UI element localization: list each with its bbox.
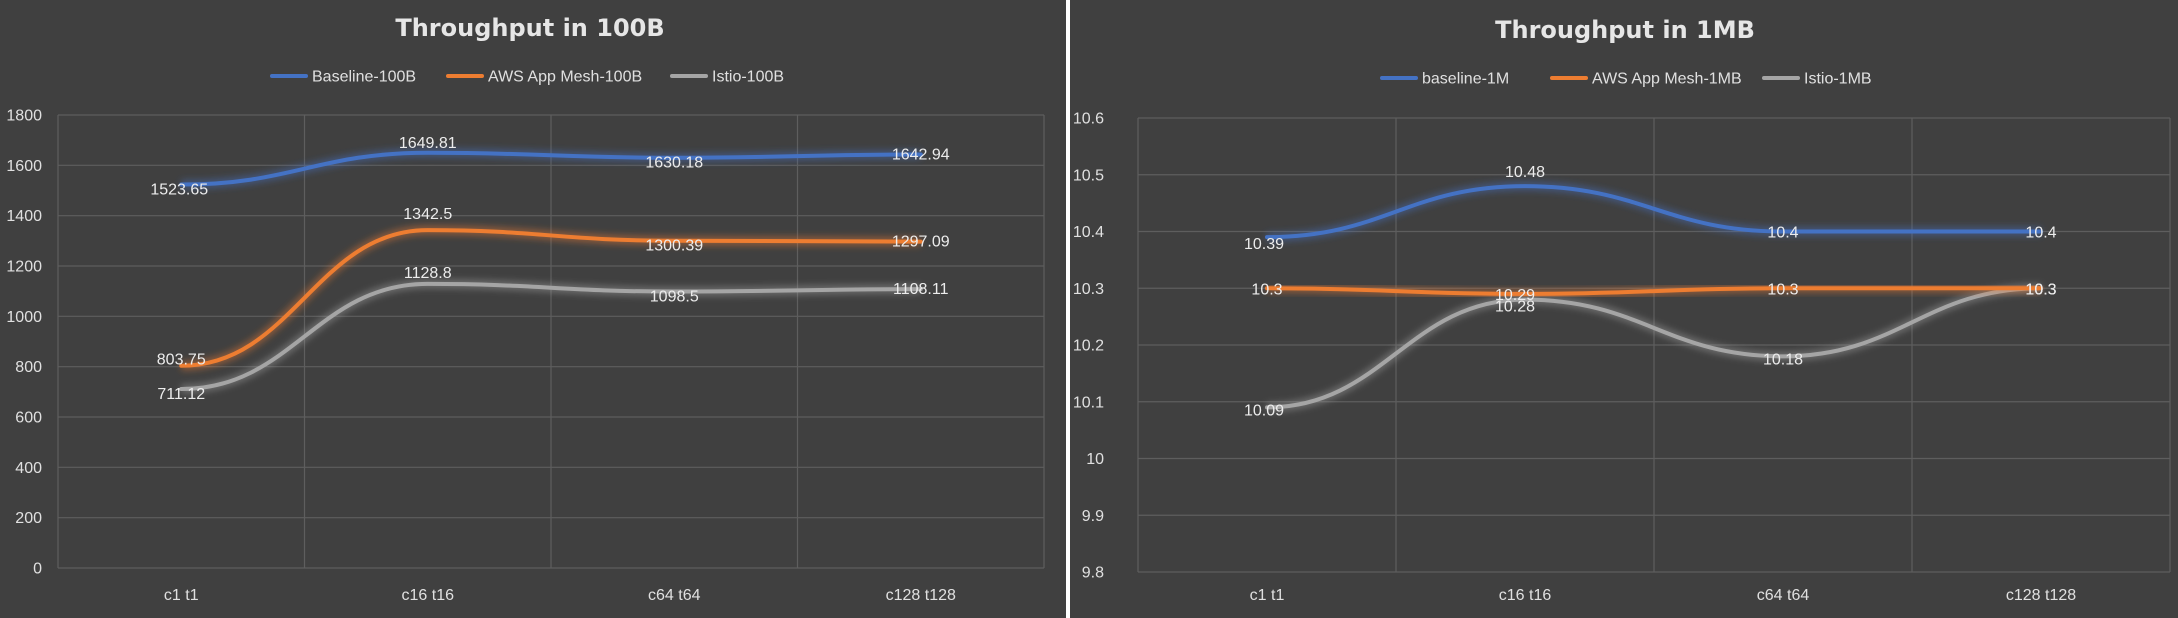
x-tick-label: c128 t128: [886, 587, 956, 604]
y-tick-label: 10.3: [1073, 281, 1104, 298]
chart-panel-throughput-100b: Throughput in 100B Baseline-100B AWS App M…: [0, 0, 1066, 618]
y-tick-label: 1000: [6, 309, 42, 326]
legend-label-3: Istio-100B: [712, 69, 784, 86]
chart-title: Throughput in 1MB: [1495, 16, 1755, 44]
data-label: 10.39: [1244, 236, 1284, 253]
series-line-3: [179, 281, 923, 392]
y-tick-label: 9.8: [1082, 565, 1104, 582]
x-tick-label: c64 t64: [648, 587, 701, 604]
data-label: 10.3: [1251, 281, 1282, 298]
chart-throughput-1mb: Throughput in 1MB baseline-1M AWS App Mesh…: [1073, 16, 2171, 604]
data-label: 1642.94: [892, 147, 950, 164]
x-tick-label: c1 t1: [1250, 587, 1285, 604]
series-line-3: [1265, 286, 2043, 410]
y-tick-label: 10.5: [1073, 167, 1104, 184]
y-tick-label: 10: [1086, 451, 1104, 468]
data-label: 10.3: [2025, 281, 2056, 298]
data-label: 1108.11: [893, 281, 949, 298]
data-label: 1128.8: [404, 265, 452, 282]
chart-panel-throughput-1mb: Throughput in 1MB baseline-1M AWS App Mesh…: [1070, 0, 2178, 618]
data-label: 1523.65: [150, 182, 208, 199]
y-tick-label: 10.4: [1073, 224, 1104, 241]
series-line-2: [179, 228, 923, 368]
data-label: 10.18: [1763, 351, 1803, 368]
data-label: 1342.5: [403, 206, 452, 223]
y-tick-label: 1400: [6, 208, 42, 225]
x-tick-label: c128 t128: [2006, 587, 2076, 604]
data-label: 1098.5: [650, 289, 699, 306]
y-tick-label: 800: [15, 359, 42, 376]
y-tick-label: 1600: [6, 158, 42, 175]
x-tick-label: c16 t16: [402, 587, 455, 604]
y-tick-label: 1200: [6, 259, 42, 276]
y-tick-label: 1800: [6, 108, 42, 125]
data-label: 10.29: [1495, 287, 1535, 304]
data-label: 10.3: [1767, 281, 1798, 298]
x-tick-label: c64 t64: [1757, 587, 1810, 604]
y-tick-label: 200: [15, 510, 42, 527]
data-label: 10.3: [2025, 281, 2056, 298]
y-tick-label: 10.1: [1073, 394, 1104, 411]
legend-label-2: AWS App Mesh-100B: [488, 69, 642, 86]
data-label: 1300.39: [645, 238, 703, 255]
y-tick-label: 9.9: [1082, 508, 1104, 525]
data-label: 1297.09: [892, 234, 950, 251]
legend-label-1: baseline-1M: [1422, 71, 1509, 88]
data-label: 1649.81: [399, 135, 457, 152]
chart-throughput-100b: Throughput in 100B Baseline-100B AWS App M…: [6, 14, 1045, 604]
y-tick-label: 10.2: [1073, 338, 1104, 355]
y-tick-label: 0: [33, 561, 42, 578]
legend-label-1: Baseline-100B: [312, 69, 416, 86]
data-label: 10.28: [1495, 299, 1535, 316]
series-line-1: [1265, 184, 2043, 240]
chart-title: Throughput in 100B: [395, 14, 664, 42]
y-tick-label: 10.6: [1073, 111, 1104, 128]
data-label: 10.48: [1505, 164, 1545, 181]
x-tick-label: c1 t1: [164, 587, 199, 604]
series-line-1: [179, 150, 923, 187]
legend-label-3: Istio-1MB: [1804, 71, 1872, 88]
legend-label-2: AWS App Mesh-1MB: [1592, 71, 1742, 88]
data-label: 1630.18: [645, 155, 703, 172]
data-label: 803.75: [157, 352, 206, 369]
data-label: 711.12: [157, 386, 205, 403]
x-tick-label: c16 t16: [1499, 587, 1552, 604]
data-label: 10.4: [2025, 225, 2056, 242]
y-tick-label: 400: [15, 460, 42, 477]
data-label: 10.09: [1244, 402, 1284, 419]
y-tick-label: 600: [15, 410, 42, 427]
data-label: 10.4: [1767, 225, 1798, 242]
series-line-2: [1265, 286, 2043, 296]
